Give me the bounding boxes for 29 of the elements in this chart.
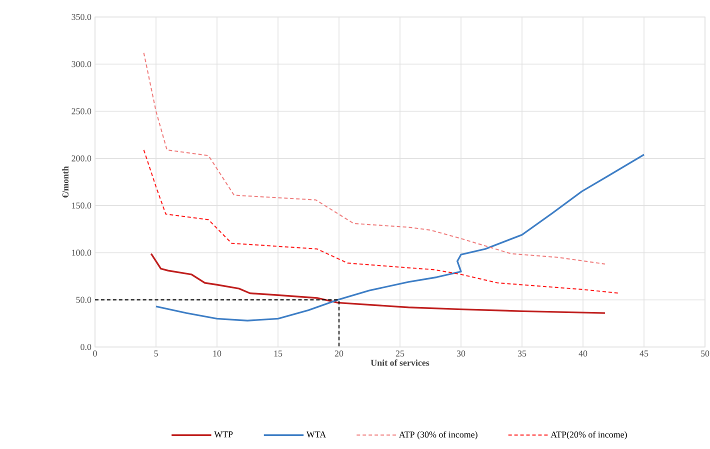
x-tick-label: 25 — [396, 350, 404, 357]
y-tick-label: 250.0 — [72, 108, 92, 114]
y-axis-title: €/month — [62, 166, 68, 198]
x-tick-label: 40 — [578, 350, 588, 357]
legend-label: WTA — [306, 431, 326, 438]
x-tick-label: 10 — [213, 350, 222, 357]
legend-label: ATP (30% of income) — [398, 431, 478, 440]
y-tick-label: 150.0 — [72, 202, 92, 209]
x-tick-label: 50 — [701, 350, 710, 357]
line-series — [143, 52, 606, 265]
y-tick-label: 200.0 — [72, 155, 92, 162]
x-tick-label: 15 — [274, 350, 282, 357]
y-tick-label: 100.0 — [72, 250, 92, 256]
y-tick-label: 0.0 — [80, 344, 92, 350]
x-tick-label: 0 — [93, 350, 97, 357]
x-tick-label: 5 — [154, 350, 158, 356]
line-series — [150, 252, 606, 314]
x-axis-title: Unit of services — [370, 359, 430, 366]
legend-label: ATP(20% of income) — [550, 431, 627, 440]
y-tick-label: 50.0 — [76, 296, 92, 303]
x-tick-label: 35 — [518, 350, 526, 357]
line-series — [155, 154, 645, 322]
legend-label: WTP — [214, 431, 233, 438]
x-tick-label: 20 — [334, 350, 344, 357]
y-tick-label: 300.0 — [72, 61, 92, 68]
y-tick-label: 350.0 — [72, 14, 92, 20]
line-series — [143, 149, 620, 294]
x-tick-label: 45 — [640, 350, 648, 357]
x-tick-label: 30 — [456, 350, 466, 357]
